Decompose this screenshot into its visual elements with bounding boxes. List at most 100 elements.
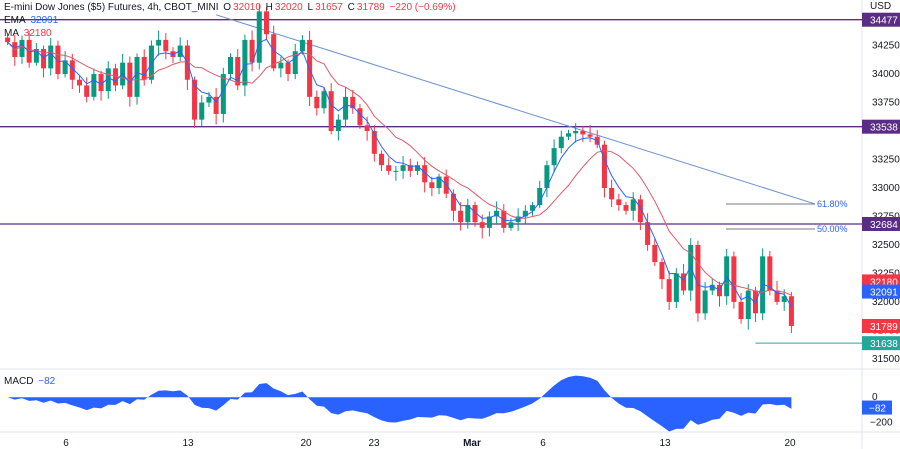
price-tick-label: 33000 [872, 183, 900, 194]
candle-body [235, 56, 241, 86]
date-tick-label: 20 [300, 438, 312, 449]
candle-body [91, 74, 97, 97]
candle-body [407, 165, 413, 171]
price-tick-label: 32000 [872, 297, 900, 308]
candle-body [565, 133, 572, 137]
resistance-3-badge-bg [862, 216, 900, 231]
candle-body [299, 39, 305, 52]
candle-body [33, 48, 39, 63]
candle-body [530, 205, 536, 211]
candle-body [19, 39, 25, 57]
candle-body [573, 131, 579, 134]
candle-body [227, 56, 234, 75]
macd-tick-label: −200 [870, 417, 893, 428]
candle-body [623, 205, 629, 211]
ma-legend[interactable]: MA 32180 [4, 28, 54, 40]
candle-body [199, 102, 205, 120]
candle-body [695, 244, 701, 314]
candle-body [220, 74, 226, 114]
candle-body [788, 296, 794, 326]
candle-body [508, 222, 514, 228]
macd-badge-bg [862, 400, 892, 415]
candle-body [616, 199, 622, 206]
candle-body [609, 187, 615, 200]
downtrend-line [215, 14, 816, 205]
resistance-2-badge: 33538 [870, 123, 898, 134]
candle-body [105, 68, 111, 92]
date-tick-label: 23 [368, 438, 380, 449]
candle-body [551, 148, 557, 166]
date-tick-label: 13 [182, 438, 194, 449]
candle-body [767, 256, 773, 291]
candle-body [335, 119, 341, 132]
price-tick-label: 34250 [872, 41, 900, 52]
candle-body [688, 244, 694, 291]
candle-body [486, 216, 492, 228]
price-tick-label: 31500 [872, 354, 900, 365]
candle-body [501, 210, 507, 228]
candle-body [328, 91, 334, 132]
candle-body [673, 273, 679, 302]
candle-body [580, 131, 586, 135]
candle-body [393, 170, 399, 172]
date-tick-label: Mar [463, 438, 481, 449]
candle-body [709, 284, 715, 291]
candle-body [371, 131, 377, 154]
macd-tick-label: 0 [872, 392, 878, 403]
support-badge-bg [862, 336, 900, 351]
candle-body [472, 205, 478, 223]
candle-body [537, 187, 543, 206]
candle-body [731, 256, 737, 302]
open-value: 32010 [233, 2, 261, 13]
last-price-badge: 31789 [870, 322, 898, 333]
price-tick-label: 32500 [872, 240, 900, 251]
candle-body [84, 85, 90, 97]
candle-body [702, 290, 708, 314]
candle-body [666, 279, 672, 302]
candle-body [450, 193, 456, 211]
ema-line [7, 38, 792, 308]
last-price-badge-bg [862, 318, 900, 333]
date-tick-label: 6 [540, 438, 546, 449]
candle-body [69, 60, 75, 80]
candle-body [458, 210, 464, 223]
date-tick-label: 20 [784, 438, 796, 449]
macd-legend[interactable]: MACD −82 [4, 376, 57, 388]
currency-label: USD [870, 1, 892, 12]
ma-line [7, 41, 792, 296]
candle-body [249, 39, 255, 63]
resistance-2-badge-bg [862, 119, 900, 134]
candle-body [321, 91, 327, 109]
support-badge: 31638 [870, 339, 898, 350]
candle-body [637, 199, 643, 223]
candle-body [522, 210, 528, 217]
resistance-3-badge: 32684 [870, 220, 898, 231]
candle-body [414, 165, 420, 171]
resistance-1-badge-bg [862, 12, 900, 27]
candle-body [558, 136, 564, 149]
ema-legend[interactable]: EMA 32091 [4, 15, 60, 27]
macd-label: MACD [4, 376, 34, 387]
candle-body [213, 96, 219, 114]
candle-body [163, 39, 169, 52]
candle-body [343, 96, 349, 120]
symbol-title: E-mini Dow Jones ($5) Futures, 4h, CBOT_… [4, 2, 219, 13]
low-value: 31657 [315, 2, 343, 13]
macd-badge: −82 [869, 404, 886, 415]
ema-badge-bg [862, 284, 900, 299]
candle-body [350, 96, 356, 109]
ma-label: MA [4, 28, 19, 39]
high-value: 32020 [274, 2, 303, 13]
candle-body [41, 48, 47, 69]
open-label: O [223, 2, 232, 13]
candle-body [364, 125, 370, 132]
candle-body [314, 96, 320, 109]
candle-body [479, 222, 485, 228]
candle-body [134, 56, 140, 97]
candle-body [774, 290, 780, 302]
low-label: L [307, 2, 314, 13]
candle-body [400, 165, 406, 171]
candle-body [465, 205, 471, 223]
candle-body [285, 62, 291, 75]
